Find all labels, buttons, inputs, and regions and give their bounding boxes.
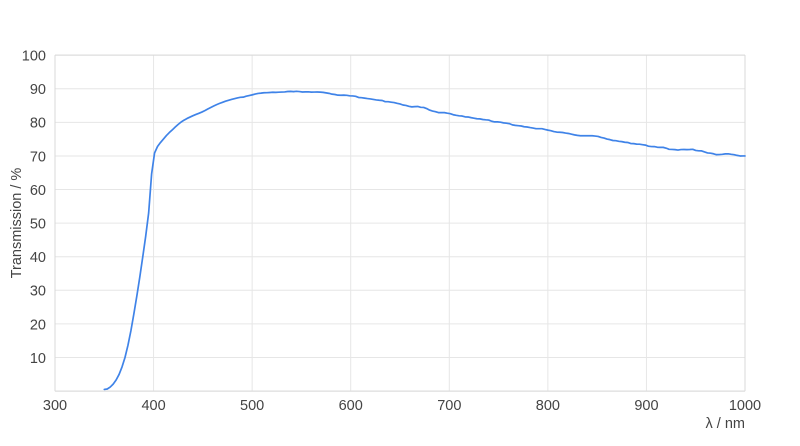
svg-text:10: 10 [30,351,46,367]
svg-text:50: 50 [30,217,46,233]
svg-text:λ / nm: λ / nm [706,416,745,432]
svg-text:500: 500 [240,398,264,414]
svg-text:30: 30 [30,284,46,300]
svg-text:700: 700 [437,398,461,414]
svg-text:100: 100 [22,49,46,65]
svg-text:900: 900 [634,398,658,414]
svg-text:80: 80 [30,116,46,132]
svg-text:Transmission / %: Transmission / % [9,168,25,279]
svg-text:1000: 1000 [729,398,761,414]
svg-text:800: 800 [536,398,560,414]
svg-text:400: 400 [141,398,165,414]
svg-text:40: 40 [30,250,46,266]
svg-text:20: 20 [30,317,46,333]
svg-text:60: 60 [30,183,46,199]
svg-text:70: 70 [30,149,46,165]
svg-text:600: 600 [339,398,363,414]
svg-text:90: 90 [30,82,46,98]
svg-text:300: 300 [43,398,67,414]
